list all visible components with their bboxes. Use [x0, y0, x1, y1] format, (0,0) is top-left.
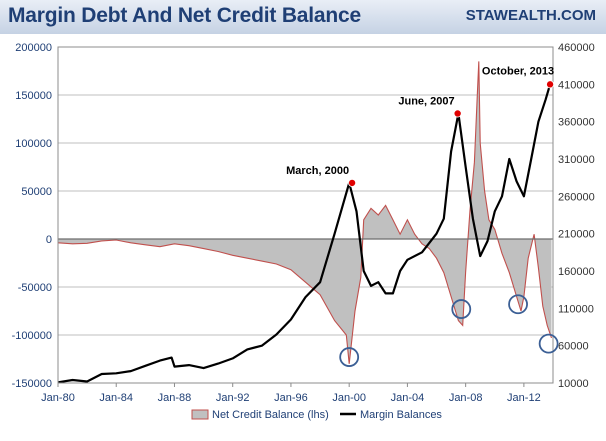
trough-circles [339, 294, 559, 367]
net-credit-line [57, 61, 553, 364]
peak-annotation-label: June, 2007 [398, 95, 454, 107]
peak-marker-dot [546, 80, 555, 89]
legend: Net Credit Balance (lhs) Margin Balances [191, 409, 442, 421]
x-tick-label: Jan-88 [158, 392, 192, 404]
x-tick-label: Jan-80 [41, 392, 75, 404]
y-axis-left: 200000 150000 100000 50000 0 -50000 -100000 -15… [12, 42, 52, 390]
trough-circle [451, 299, 472, 319]
legend-label-net-credit: Net Credit Balance (lhs) [212, 409, 329, 421]
y-right-tick-label: 310000 [558, 154, 595, 166]
margin-balances-line [57, 83, 552, 384]
plot-area-border [57, 46, 554, 384]
peak-marker-dot [348, 178, 357, 187]
y-right-tick-label: 10000 [558, 378, 589, 390]
y-left-tick-label: -50000 [18, 282, 52, 294]
trough-circle [508, 294, 528, 315]
legend-swatch-net-credit [191, 409, 209, 420]
y-left-tick-label: 50000 [21, 186, 52, 198]
y-left-tick-label: 150000 [15, 90, 52, 102]
peak-annotation-label: March, 2000 [286, 165, 349, 177]
y-right-tick-label: 260000 [558, 191, 595, 203]
y-left-tick-label: -150000 [12, 378, 52, 390]
peak-marker-dot [453, 109, 462, 118]
legend-label-margin: Margin Balances [360, 409, 442, 421]
peak-markers: March, 2000 June, 2007 October, 2013 [286, 65, 555, 187]
y-right-tick-label: 110000 [558, 303, 594, 315]
y-right-tick-label: 60000 [558, 341, 589, 353]
title-bar: Margin Debt And Net Credit Balance STAWE… [0, 0, 606, 34]
x-tick-label: Jan-00 [332, 392, 366, 404]
trough-circle [538, 333, 559, 354]
y-right-tick-label: 160000 [558, 266, 595, 278]
y-left-tick-label: -100000 [12, 330, 52, 342]
x-tick-label: Jan-96 [274, 392, 308, 404]
trough-circle [339, 347, 360, 367]
net-credit-area [57, 61, 553, 364]
x-tick-label: Jan-84 [99, 392, 133, 404]
watermark: STAWEALTH.COM [465, 7, 596, 24]
peak-annotation-label: October, 2013 [482, 65, 554, 77]
margin-balances-polyline [57, 83, 552, 384]
y-axis-right: 460000 410000 360000 310000 260000 210000 1600… [558, 42, 595, 390]
y-right-tick-label: 410000 [558, 79, 595, 91]
x-tick-label: Jan-04 [391, 392, 425, 404]
y-left-tick-label: 200000 [15, 42, 52, 54]
y-right-tick-label: 360000 [558, 117, 595, 129]
y-left-tick-label: 0 [46, 234, 52, 246]
net-credit-fill [58, 61, 552, 364]
x-axis: Jan-80 Jan-84 Jan-88 Jan-92 Jan-96 Jan-00 Jan-… [41, 383, 541, 404]
chart-title: Margin Debt And Net Credit Balance [8, 4, 361, 27]
x-tick-label: Jan-12 [507, 392, 541, 404]
plot-border [57, 46, 554, 384]
y-left-tick-label: 100000 [15, 138, 52, 150]
x-tick-label: Jan-08 [449, 392, 483, 404]
x-tick-label: Jan-92 [216, 392, 250, 404]
y-right-tick-label: 210000 [558, 229, 595, 241]
y-right-tick-label: 460000 [558, 42, 595, 54]
